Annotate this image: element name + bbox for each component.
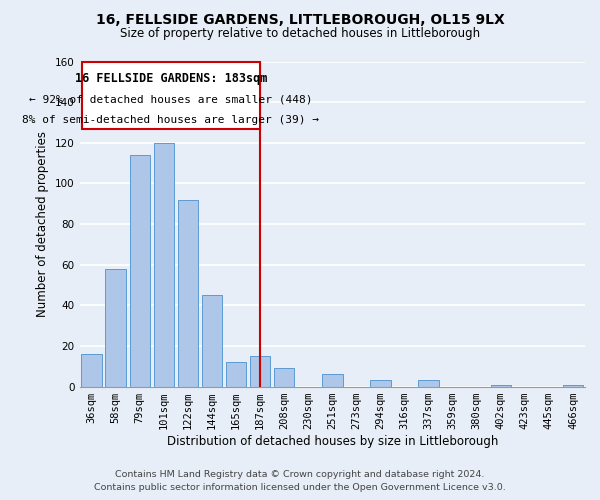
Bar — [370, 380, 391, 386]
Bar — [322, 374, 343, 386]
Bar — [82, 354, 102, 386]
FancyBboxPatch shape — [82, 62, 260, 128]
Bar — [250, 356, 271, 386]
Bar — [130, 155, 150, 386]
X-axis label: Distribution of detached houses by size in Littleborough: Distribution of detached houses by size … — [167, 434, 498, 448]
Bar — [418, 380, 439, 386]
Bar — [274, 368, 295, 386]
Bar — [563, 384, 583, 386]
Text: 16, FELLSIDE GARDENS, LITTLEBOROUGH, OL15 9LX: 16, FELLSIDE GARDENS, LITTLEBOROUGH, OL1… — [95, 12, 505, 26]
Text: Contains HM Land Registry data © Crown copyright and database right 2024.
Contai: Contains HM Land Registry data © Crown c… — [94, 470, 506, 492]
Text: 16 FELLSIDE GARDENS: 183sqm: 16 FELLSIDE GARDENS: 183sqm — [74, 72, 267, 85]
Bar — [491, 384, 511, 386]
Text: ← 92% of detached houses are smaller (448): ← 92% of detached houses are smaller (44… — [29, 94, 313, 104]
Text: 8% of semi-detached houses are larger (39) →: 8% of semi-detached houses are larger (3… — [22, 115, 319, 125]
Bar — [202, 295, 222, 386]
Y-axis label: Number of detached properties: Number of detached properties — [37, 131, 49, 317]
Bar — [154, 143, 174, 386]
Bar — [226, 362, 246, 386]
Bar — [106, 268, 126, 386]
Bar — [178, 200, 198, 386]
Text: Size of property relative to detached houses in Littleborough: Size of property relative to detached ho… — [120, 28, 480, 40]
